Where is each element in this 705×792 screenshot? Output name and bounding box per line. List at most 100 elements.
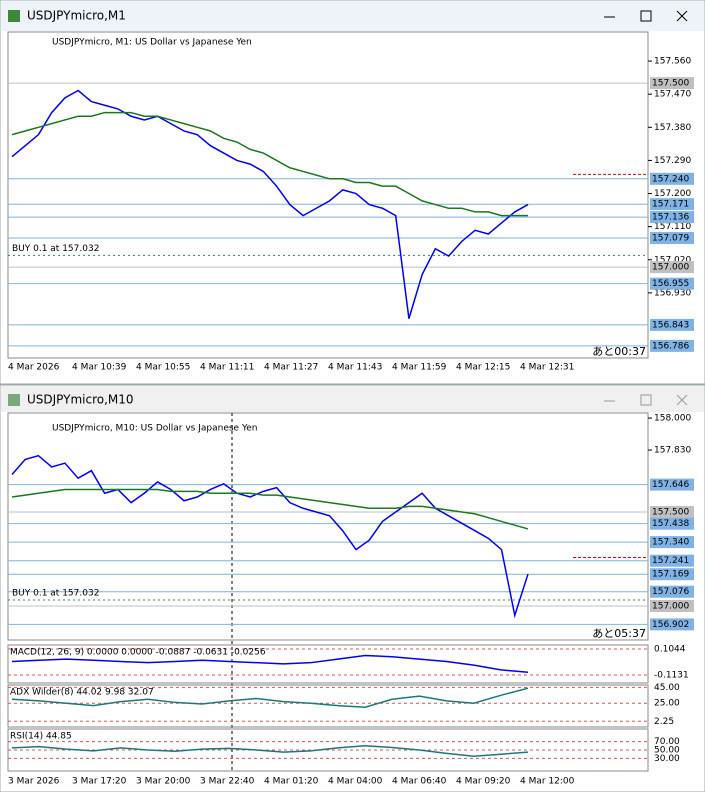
y-tick-label: 30.00: [654, 754, 680, 764]
y-tick-label: 157.290: [654, 156, 691, 166]
price-level-tag: [650, 585, 694, 598]
x-tick-label: 3 Mar 20:00: [136, 777, 191, 787]
y-tick-label: 157.470: [654, 90, 691, 100]
price-level-label: 157.000: [652, 263, 689, 273]
price-level-tag: [650, 568, 694, 581]
x-tick-label: 4 Mar 11:27: [264, 363, 318, 373]
price-line: [11, 488, 529, 530]
price-level-label: 157.079: [652, 234, 689, 244]
close-button[interactable]: [676, 394, 688, 406]
price-level-tag: [650, 554, 694, 567]
price-level-tag: [650, 536, 694, 549]
price-level-tag: [650, 261, 694, 274]
order-label: BUY 0.1 at 157.032: [12, 244, 99, 254]
y-tick-label: 157.380: [654, 123, 691, 133]
price-level-label: 157.171: [652, 200, 689, 210]
chart-header: USDJPYmicro, M10: US Dollar vs Japanese …: [52, 424, 258, 434]
x-tick-label: 3 Mar 17:20: [72, 777, 127, 787]
window-icon: [8, 10, 20, 22]
x-tick-label: 4 Mar 11:43: [328, 363, 382, 373]
price-line: [11, 111, 528, 217]
y-tick-label: 157.020: [654, 255, 691, 265]
price-level-label: 157.076: [652, 587, 689, 597]
x-tick-label: 3 Mar 2026: [8, 777, 60, 787]
countdown: あと05:37: [592, 627, 646, 640]
price-level-label: 156.955: [652, 279, 689, 289]
price-line: [11, 745, 529, 758]
y-tick-label: 158.000: [654, 414, 691, 424]
price-level-tag: [650, 618, 694, 631]
price-level-label: 157.646: [652, 480, 689, 490]
y-tick-label: 157.200: [654, 189, 691, 199]
price-level-label: 156.843: [652, 320, 689, 330]
price-line: [11, 89, 529, 319]
price-level-tag: [650, 211, 694, 224]
price-level-tag: [650, 172, 694, 185]
price-level-label: 157.241: [652, 556, 689, 566]
indicator-label: MACD(12, 26, 9) 0.0000 0.0000 -0.0887 -0…: [10, 648, 266, 658]
window-title: USDJPYmicro,M10: [27, 393, 134, 407]
indicator-panel: [7, 644, 649, 684]
y-tick-label: 157.110: [654, 222, 691, 232]
price-level-tag: [650, 318, 694, 331]
price-level-tag: [650, 77, 694, 90]
title-bar: [1, 1, 704, 31]
window-icon: [8, 394, 20, 406]
x-tick-label: 4 Mar 06:40: [392, 777, 447, 787]
price-level-label: 157.340: [652, 538, 689, 548]
price-level-label: 157.240: [652, 174, 689, 184]
x-tick-label: 4 Mar 12:00: [520, 777, 575, 787]
price-level-tag: [650, 599, 694, 612]
price-level-tag: [650, 277, 694, 290]
chart-header: USDJPYmicro, M1: US Dollar vs Japanese Y…: [52, 38, 252, 48]
price-level-tag: [650, 517, 694, 530]
y-tick-label: 157.560: [654, 57, 691, 67]
price-level-tag: [650, 506, 694, 519]
price-level-label: 157.169: [652, 570, 689, 580]
price-line: [11, 687, 529, 708]
price-level-label: 156.786: [652, 341, 689, 351]
price-level-label: 157.136: [652, 213, 689, 223]
countdown: あと00:37: [592, 345, 646, 358]
x-tick-label: 4 Mar 11:59: [392, 363, 447, 373]
y-tick-label: 25.00: [654, 699, 680, 709]
price-line: [11, 654, 529, 673]
y-tick-label: 156.930: [654, 288, 691, 298]
y-tick-label: -0.1131: [654, 671, 689, 681]
x-tick-label: 4 Mar 10:39: [72, 363, 127, 373]
x-tick-label: 4 Mar 01:20: [264, 777, 319, 787]
y-tick-label: 45.00: [654, 683, 680, 693]
price-level-label: 156.902: [652, 620, 689, 630]
price-level-tag: [650, 232, 694, 245]
plot-area: [7, 412, 649, 641]
y-tick-label: 70.00: [654, 737, 680, 747]
x-tick-label: 3 Mar 22:40: [200, 777, 255, 787]
x-tick-label: 4 Mar 12:31: [520, 363, 574, 373]
price-level-label: 157.500: [652, 79, 689, 89]
price-line: [11, 454, 529, 619]
price-level-label: 157.000: [652, 601, 689, 611]
x-tick-label: 4 Mar 2026: [8, 363, 60, 373]
x-tick-label: 4 Mar 11:11: [200, 363, 254, 373]
x-tick-label: 4 Mar 12:15: [456, 363, 510, 373]
maximize-button[interactable]: [640, 394, 652, 406]
indicator-panel: [7, 684, 649, 728]
x-tick-label: 4 Mar 04:00: [328, 777, 383, 787]
window-title: USDJPYmicro,M1: [27, 9, 126, 23]
maximize-button[interactable]: [640, 10, 652, 22]
x-tick-label: 4 Mar 10:55: [136, 363, 190, 373]
price-level-tag: [650, 478, 694, 491]
price-level-tag: [650, 339, 694, 352]
close-button[interactable]: [676, 10, 688, 22]
title-bar: [1, 386, 704, 412]
price-level-label: 157.500: [652, 508, 689, 518]
x-tick-label: 4 Mar 09:20: [456, 777, 511, 787]
y-tick-label: 0.1044: [654, 645, 686, 655]
indicator-label: RSI(14) 44.85: [10, 732, 72, 742]
price-level-label: 157.438: [652, 519, 689, 529]
y-tick-label: 2.25: [654, 717, 674, 727]
y-tick-label: 50.00: [654, 746, 680, 756]
order-label: BUY 0.1 at 157.032: [12, 588, 99, 598]
plot-area: [7, 31, 649, 359]
